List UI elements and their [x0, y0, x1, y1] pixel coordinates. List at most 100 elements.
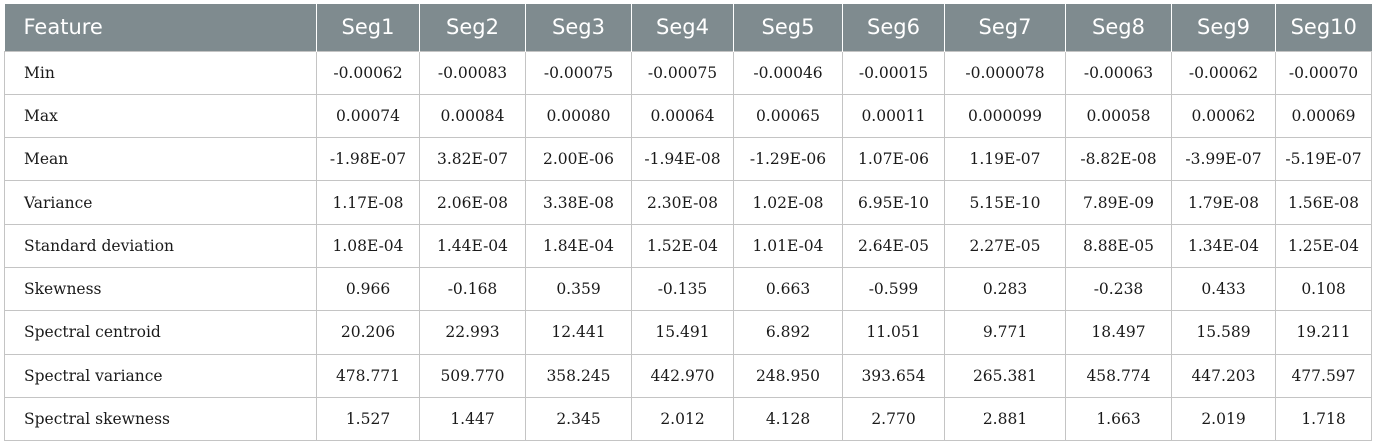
value-cell-seg3: 358.245: [525, 353, 632, 398]
feature-name-cell: Mean: [4, 137, 317, 182]
header-seg10: Seg10: [1275, 4, 1372, 51]
value-cell-seg9: 15.589: [1171, 310, 1276, 355]
value-cell-seg6: 2.64E-05: [842, 223, 945, 268]
value-cell-seg1: 0.966: [316, 266, 420, 312]
value-cell-seg1: 478.771: [316, 353, 420, 398]
table-row: Variance 1.17E-08 2.06E-08 3.38E-08 2.30E-08…: [4, 180, 1372, 225]
value-cell-seg5: 4.128: [733, 396, 843, 442]
header-seg6: Seg6: [842, 4, 945, 51]
value-cell-seg10: 0.108: [1275, 266, 1372, 312]
value-cell-seg3: 3.38E-08: [525, 180, 632, 225]
value-cell-seg5: 6.892: [733, 310, 843, 355]
value-cell-seg8: -0.00063: [1065, 50, 1172, 95]
value-cell-seg5: -1.29E-06: [733, 137, 843, 182]
value-cell-seg2: -0.168: [419, 266, 526, 312]
value-cell-seg9: 447.203: [1171, 353, 1276, 398]
value-cell-seg1: 1.527: [316, 396, 420, 442]
value-cell-seg6: 2.770: [842, 396, 945, 442]
value-cell-seg3: 0.00080: [525, 93, 632, 139]
table-header-row: Feature Seg1 Seg2 Seg3 Seg4 Seg5 Seg6 Se…: [4, 4, 1372, 51]
feature-table-container: Feature Seg1 Seg2 Seg3 Seg4 Seg5 Seg6 Se…: [4, 4, 1372, 442]
table-row: Skewness 0.966 -0.168 0.359 -0.135 0.663 -0.59…: [4, 266, 1372, 312]
value-cell-seg7: 0.283: [944, 266, 1066, 312]
header-seg1: Seg1: [316, 4, 420, 51]
table-row: Min -0.00062 -0.00083 -0.00075 -0.00075 -0.00…: [4, 50, 1372, 95]
value-cell-seg6: 6.95E-10: [842, 180, 945, 225]
value-cell-seg4: -1.94E-08: [631, 137, 734, 182]
value-cell-seg10: 1.718: [1275, 396, 1372, 442]
value-cell-seg1: 1.08E-04: [316, 223, 420, 268]
feature-name-cell: Min: [4, 50, 317, 95]
value-cell-seg2: -0.00083: [419, 50, 526, 95]
value-cell-seg4: -0.135: [631, 266, 734, 312]
header-seg7: Seg7: [944, 4, 1066, 51]
table-row: Max 0.00074 0.00084 0.00080 0.00064 0.00065 0.…: [4, 93, 1372, 139]
value-cell-seg10: 1.25E-04: [1275, 223, 1372, 268]
feature-name-cell: Max: [4, 93, 317, 139]
value-cell-seg6: 1.07E-06: [842, 137, 945, 182]
value-cell-seg8: 18.497: [1065, 310, 1172, 355]
value-cell-seg5: 0.663: [733, 266, 843, 312]
value-cell-seg6: 11.051: [842, 310, 945, 355]
value-cell-seg7: 2.27E-05: [944, 223, 1066, 268]
value-cell-seg3: 12.441: [525, 310, 632, 355]
table-row: Standard deviation 1.08E-04 1.44E-04 1.84E-…: [4, 223, 1372, 268]
value-cell-seg5: 0.00065: [733, 93, 843, 139]
value-cell-seg7: 0.000099: [944, 93, 1066, 139]
value-cell-seg9: -0.00062: [1171, 50, 1276, 95]
value-cell-seg9: 0.00062: [1171, 93, 1276, 139]
value-cell-seg5: 248.950: [733, 353, 843, 398]
value-cell-seg5: 1.02E-08: [733, 180, 843, 225]
table-row: Spectral skewness 1.527 1.447 2.345 2.012 4.1…: [4, 396, 1372, 442]
value-cell-seg10: 0.00069: [1275, 93, 1372, 139]
value-cell-seg6: 0.00011: [842, 93, 945, 139]
value-cell-seg8: 458.774: [1065, 353, 1172, 398]
value-cell-seg8: -8.82E-08: [1065, 137, 1172, 182]
value-cell-seg7: 2.881: [944, 396, 1066, 442]
header-seg5: Seg5: [733, 4, 843, 51]
value-cell-seg4: 15.491: [631, 310, 734, 355]
value-cell-seg2: 2.06E-08: [419, 180, 526, 225]
value-cell-seg9: 2.019: [1171, 396, 1276, 442]
value-cell-seg2: 1.447: [419, 396, 526, 442]
value-cell-seg9: 1.34E-04: [1171, 223, 1276, 268]
value-cell-seg1: -1.98E-07: [316, 137, 420, 182]
value-cell-seg7: -0.000078: [944, 50, 1066, 95]
value-cell-seg1: 1.17E-08: [316, 180, 420, 225]
value-cell-seg2: 509.770: [419, 353, 526, 398]
value-cell-seg4: -0.00075: [631, 50, 734, 95]
feature-name-cell: Skewness: [4, 266, 317, 312]
value-cell-seg8: 7.89E-09: [1065, 180, 1172, 225]
value-cell-seg8: 8.88E-05: [1065, 223, 1172, 268]
header-seg4: Seg4: [631, 4, 734, 51]
table-body: Min -0.00062 -0.00083 -0.00075 -0.00075 -0.00…: [4, 50, 1372, 442]
value-cell-seg10: -0.00070: [1275, 50, 1372, 95]
value-cell-seg1: 20.206: [316, 310, 420, 355]
value-cell-seg2: 1.44E-04: [419, 223, 526, 268]
value-cell-seg10: -5.19E-07: [1275, 137, 1372, 182]
value-cell-seg2: 3.82E-07: [419, 137, 526, 182]
value-cell-seg3: 1.84E-04: [525, 223, 632, 268]
feature-statistics-table: Feature Seg1 Seg2 Seg3 Seg4 Seg5 Seg6 Se…: [4, 4, 1372, 442]
value-cell-seg9: 0.433: [1171, 266, 1276, 312]
value-cell-seg6: -0.599: [842, 266, 945, 312]
table-row: Spectral centroid 20.206 22.993 12.441 15.49…: [4, 310, 1372, 355]
value-cell-seg7: 265.381: [944, 353, 1066, 398]
feature-name-cell: Standard deviation: [4, 223, 317, 268]
value-cell-seg8: 0.00058: [1065, 93, 1172, 139]
value-cell-seg5: -0.00046: [733, 50, 843, 95]
value-cell-seg3: 0.359: [525, 266, 632, 312]
value-cell-seg7: 9.771: [944, 310, 1066, 355]
value-cell-seg6: -0.00015: [842, 50, 945, 95]
header-seg3: Seg3: [525, 4, 632, 51]
value-cell-seg3: 2.00E-06: [525, 137, 632, 182]
feature-name-cell: Spectral centroid: [4, 310, 317, 355]
value-cell-seg9: 1.79E-08: [1171, 180, 1276, 225]
header-seg2: Seg2: [419, 4, 526, 51]
header-feature: Feature: [23, 15, 103, 40]
value-cell-seg3: 2.345: [525, 396, 632, 442]
feature-name-cell: Variance: [4, 180, 317, 225]
value-cell-seg4: 442.970: [631, 353, 734, 398]
value-cell-seg7: 1.19E-07: [944, 137, 1066, 182]
value-cell-seg8: 1.663: [1065, 396, 1172, 442]
